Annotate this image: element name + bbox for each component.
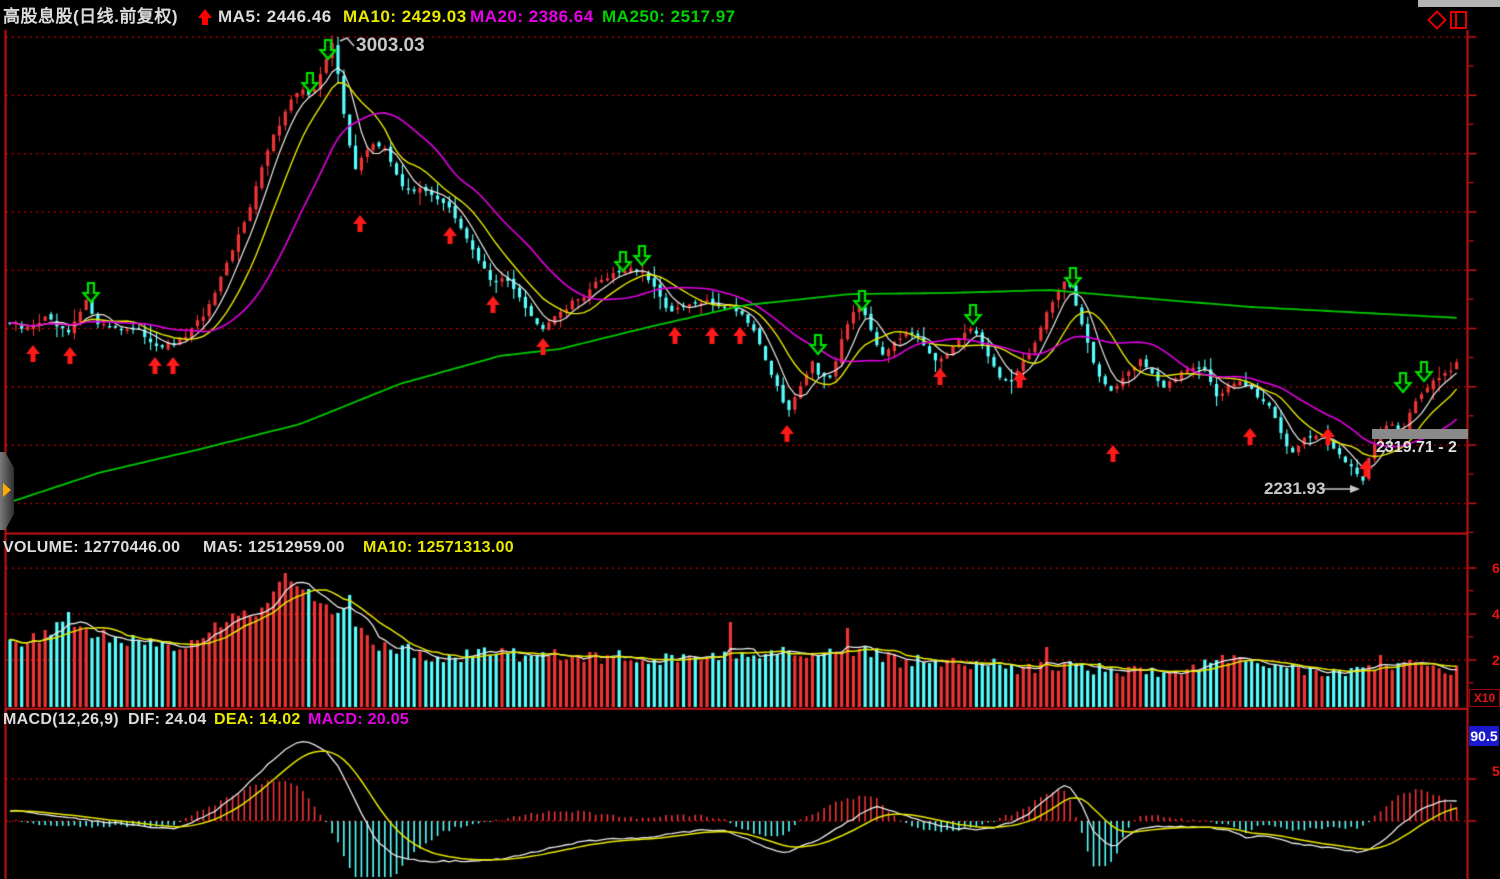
macd-axis-50: 5 <box>1492 763 1500 779</box>
volume-axis-4: 4 <box>1492 606 1500 622</box>
split-panes-icon[interactable] <box>1450 11 1467 29</box>
ma5-indicator: MA5: 2446.46 <box>218 7 332 26</box>
peak-price-annotation: 3003.03 <box>356 35 425 56</box>
volume-ma10-label: MA10: 12571313.00 <box>363 539 514 556</box>
dea-label: DEA: 14.02 <box>214 711 301 728</box>
sidebar-expand-tab[interactable] <box>0 452 14 530</box>
window-top-edge <box>1418 0 1500 7</box>
macd-value-label: MACD: 20.05 <box>308 711 410 728</box>
dif-label: DIF: 24.04 <box>128 711 207 728</box>
price-marker-bar <box>1372 429 1468 439</box>
volume-ma5-label: MA5: 12512959.00 <box>203 539 345 556</box>
ma250-indicator: MA250: 2517.97 <box>602 7 736 26</box>
macd-axis-badge: 90.5 <box>1469 726 1499 746</box>
volume-value-label: VOLUME: 12770446.00 <box>3 539 181 556</box>
panes-divider <box>1455 13 1457 27</box>
price-marker-label: 2319.71 - 2 <box>1376 439 1457 456</box>
stock-title: 高股息股(日线.前复权) <box>3 7 179 26</box>
volume-unit-label: X10 <box>1469 689 1500 707</box>
macd-title: MACD(12,26,9) <box>3 711 119 728</box>
ma10-indicator: MA10: 2429.03 <box>343 7 467 26</box>
low-price-annotation: 2231.93 <box>1264 479 1326 498</box>
ma20-indicator: MA20: 2386.64 <box>470 7 594 26</box>
expand-arrow-icon <box>3 483 11 497</box>
volume-axis-2: 2 <box>1492 652 1500 668</box>
trend-up-arrow-icon <box>198 9 212 25</box>
volume-axis-6: 6 <box>1492 560 1500 576</box>
